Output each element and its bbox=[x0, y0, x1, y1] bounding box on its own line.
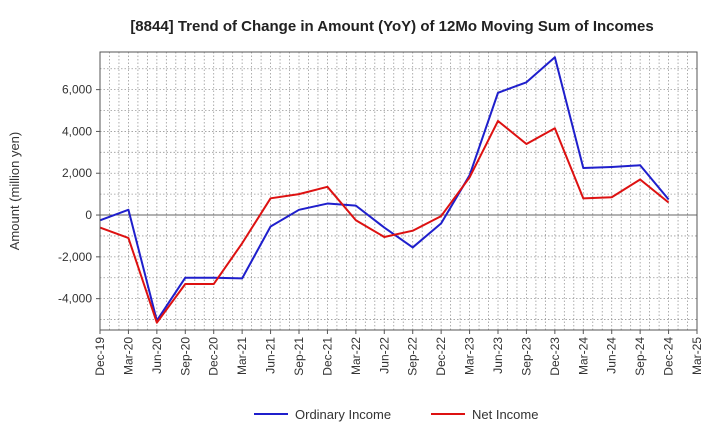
x-tick-label: Sep-21 bbox=[292, 337, 306, 376]
y-tick-label: -2,000 bbox=[58, 250, 92, 264]
x-tick-label: Jun-21 bbox=[264, 337, 278, 374]
x-tick-label: Sep-22 bbox=[406, 337, 420, 376]
series-line-ordinary-income bbox=[99, 56, 670, 322]
x-tick-label: Mar-22 bbox=[349, 337, 363, 375]
x-tick-label: Sep-24 bbox=[633, 337, 647, 376]
x-tick-label: Mar-24 bbox=[576, 337, 590, 375]
x-tick-label: Dec-21 bbox=[320, 337, 334, 376]
series-lines bbox=[99, 56, 670, 324]
series-line-net-income bbox=[99, 119, 670, 324]
y-axis-ticks: -4,000 -2,000 0 2,000 4,000 6,000 bbox=[58, 83, 100, 306]
y-tick-label: -4,000 bbox=[58, 292, 92, 306]
x-tick-label: Sep-20 bbox=[178, 337, 192, 376]
y-tick-label: 2,000 bbox=[62, 166, 92, 180]
x-tick-label: Dec-23 bbox=[548, 337, 562, 376]
legend-label: Net Income bbox=[472, 407, 538, 422]
x-tick-label: Dec-24 bbox=[662, 337, 676, 376]
y-tick-label: 0 bbox=[85, 208, 92, 222]
legend-ordinary-income: Ordinary Income bbox=[254, 407, 391, 422]
grid bbox=[99, 52, 698, 330]
x-tick-label: Jun-24 bbox=[605, 337, 619, 374]
plot-area bbox=[100, 52, 697, 330]
x-tick-label: Jun-23 bbox=[491, 337, 505, 374]
y-tick-label: 6,000 bbox=[62, 83, 92, 97]
x-tick-label: Mar-25 bbox=[690, 337, 704, 375]
plot-border bbox=[99, 51, 698, 331]
legend-net-income: Net Income bbox=[431, 407, 538, 422]
legend-label: Ordinary Income bbox=[295, 407, 391, 422]
x-tick-label: Mar-20 bbox=[121, 337, 135, 375]
x-tick-label: Dec-22 bbox=[434, 337, 448, 376]
x-tick-label: Jun-22 bbox=[377, 337, 391, 374]
x-tick-label: Mar-23 bbox=[463, 337, 477, 375]
x-tick-label: Mar-21 bbox=[235, 337, 249, 375]
y-tick-label: 4,000 bbox=[62, 124, 92, 138]
x-axis-ticks: Dec-19 Mar-20 Jun-20 Sep-20 Dec-20 Mar-21 Jun-… bbox=[93, 330, 704, 376]
y-axis-label: Amount (million yen) bbox=[7, 132, 22, 251]
x-tick-label: Dec-19 bbox=[93, 337, 107, 376]
x-tick-label: Dec-20 bbox=[207, 337, 221, 376]
x-tick-label: Jun-20 bbox=[150, 337, 164, 374]
x-tick-label: Sep-23 bbox=[519, 337, 533, 376]
chart-title: [8844] Trend of Change in Amount (YoY) o… bbox=[130, 18, 653, 35]
legend: Ordinary Income Net Income bbox=[254, 407, 538, 422]
